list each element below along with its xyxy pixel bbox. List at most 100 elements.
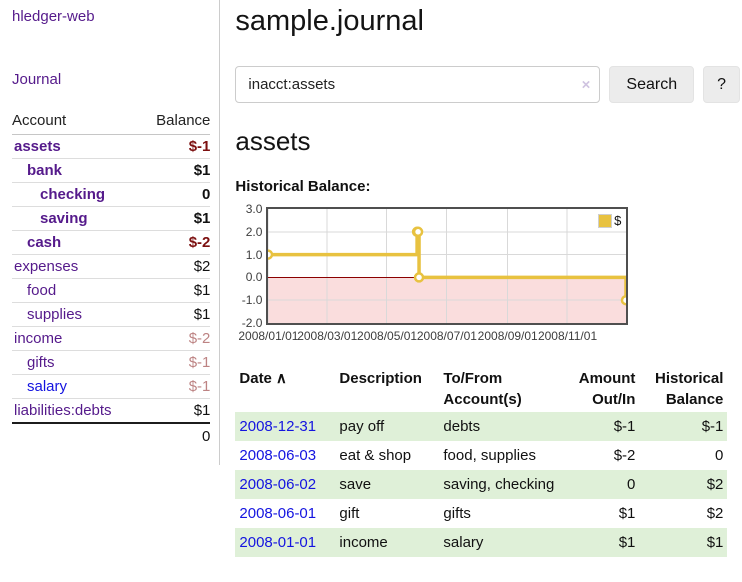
y-tick-label: 2.0 <box>245 224 263 239</box>
register-description: gift <box>339 505 360 522</box>
help-button[interactable]: ? <box>703 66 740 103</box>
register-date-link[interactable]: 2008-12-31 <box>239 418 317 435</box>
x-tick-label: 2008/03/01 <box>297 329 358 343</box>
register-description: income <box>339 534 388 551</box>
register-amount: 0 <box>627 476 636 493</box>
nav-journal-link[interactable]: Journal <box>12 71 62 88</box>
legend-swatch-icon <box>598 213 613 228</box>
y-tick-label: -2.0 <box>241 316 263 330</box>
clear-search-icon[interactable]: × <box>581 76 591 93</box>
account-link[interactable]: saving <box>40 210 88 227</box>
account-link[interactable]: salary <box>27 378 68 395</box>
chart-svg <box>268 209 627 323</box>
chart-legend: $ <box>598 213 621 228</box>
account-link[interactable]: liabilities:debts <box>14 402 112 419</box>
register-balance: $-1 <box>701 418 724 435</box>
account-link[interactable]: bank <box>27 162 63 179</box>
account-row: bank $1 <box>12 159 211 183</box>
x-tick-label: 2008/09/01 <box>477 329 538 343</box>
register-col-accounts: To/From Account(s) <box>443 370 522 408</box>
account-row: liabilities:debts $1 <box>12 399 210 424</box>
register-col-balance: Historical Balance <box>655 370 724 408</box>
register-date-link[interactable]: 2008-06-01 <box>239 505 317 522</box>
register-balance: $2 <box>706 505 724 522</box>
account-balance: $1 <box>193 210 211 227</box>
accounts-col-balance: Balance <box>140 109 211 135</box>
register-balance: $1 <box>706 534 724 551</box>
x-tick-label: 2008/01/01 <box>238 329 299 343</box>
account-title: assets <box>235 126 311 156</box>
register-date-link[interactable]: 2008-01-01 <box>239 534 317 551</box>
register-col-date[interactable]: Date ∧ <box>239 370 287 387</box>
account-link[interactable]: income <box>14 330 63 347</box>
account-row: saving $1 <box>12 207 211 231</box>
account-row: cash $-2 <box>12 231 211 255</box>
y-tick-label: 0.0 <box>245 270 263 285</box>
account-balance: $-2 <box>188 330 211 347</box>
account-balance: 0 <box>202 186 211 203</box>
register-col-description: Description <box>339 370 422 387</box>
register-accounts: debts <box>443 418 481 435</box>
brand-link[interactable]: hledger-web <box>12 8 95 25</box>
register-row: 2008-06-01 gift gifts $1 $2 <box>235 499 727 528</box>
account-link[interactable]: checking <box>40 186 106 203</box>
account-link[interactable]: assets <box>14 138 61 155</box>
accounts-table: Account Balance assets $-1 bank $1 checking 0… <box>12 109 211 449</box>
register-row: 2008-06-02 save saving, checking 0 $2 <box>235 470 728 499</box>
register-balance: 0 <box>715 447 724 464</box>
account-balance: $2 <box>193 258 211 275</box>
register-row: 2008-01-01 income salary $1 $1 <box>235 528 728 557</box>
account-link[interactable]: supplies <box>27 306 83 323</box>
register-description: save <box>339 476 372 493</box>
register-description: pay off <box>339 418 385 435</box>
account-balance: $-1 <box>188 378 211 395</box>
main-content: sample.journal × Search ? assets Histori… <box>220 0 742 557</box>
register-accounts: saving, checking <box>443 476 555 493</box>
search-form: × Search ? <box>235 66 740 103</box>
register-description: eat & shop <box>339 447 412 464</box>
register-amount: $-1 <box>613 418 636 435</box>
register-amount: $1 <box>618 534 636 551</box>
register-balance: $2 <box>706 476 724 493</box>
register-amount: $-2 <box>613 447 636 464</box>
register-table: Date ∧ Description To/From Account(s) Amou… <box>235 366 728 557</box>
register-row: 2008-12-31 pay off debts $-1 $-1 <box>235 412 728 441</box>
x-tick-label: 2008/07/01 <box>416 329 477 343</box>
register-col-amount: Amount Out/In <box>578 370 636 408</box>
account-link[interactable]: food <box>27 282 57 299</box>
x-tick-label: 2008/11/01 <box>537 329 598 343</box>
account-link[interactable]: gifts <box>27 354 55 371</box>
chart-title: Historical Balance: <box>235 178 371 195</box>
sort-ascending-icon: ∧ <box>275 370 287 387</box>
accounts-header-row: Account Balance <box>12 109 211 135</box>
y-tick-label: 1.0 <box>245 247 263 262</box>
account-row: food $1 <box>12 279 211 303</box>
register-accounts: gifts <box>443 505 471 522</box>
account-balance: $-1 <box>188 354 211 371</box>
register-date-link[interactable]: 2008-06-03 <box>239 447 317 464</box>
accounts-total-balance: 0 <box>140 422 211 449</box>
accounts-col-account: Account <box>12 109 141 135</box>
account-balance: $1 <box>193 162 211 179</box>
account-row: supplies $1 <box>12 303 211 327</box>
balance-chart: 3.0 2.0 1.0 0.0 -1.0 -2.0 $ 2008/01/01 2008/03… <box>235 203 740 346</box>
search-input[interactable] <box>235 66 601 103</box>
account-balance: $1 <box>193 282 211 299</box>
account-row: assets $-1 <box>12 135 211 159</box>
register-accounts: salary <box>443 534 484 551</box>
account-row: checking 0 <box>12 183 211 207</box>
account-link[interactable]: cash <box>27 234 62 251</box>
x-tick-label: 2008/05/01 <box>357 329 418 343</box>
account-link[interactable]: expenses <box>14 258 79 275</box>
account-balance: $-1 <box>188 138 211 155</box>
register-date-link[interactable]: 2008-06-02 <box>239 476 317 493</box>
account-balance: $-2 <box>188 234 211 251</box>
y-tick-label: -1.0 <box>241 293 263 308</box>
search-button[interactable]: Search <box>609 66 695 103</box>
chart-plot-area: $ <box>266 207 629 325</box>
page-title: sample.journal <box>235 5 424 37</box>
register-row: 2008-06-03 eat & shop food, supplies $-2 0 <box>235 441 727 470</box>
accounts-total-row: 0 <box>12 422 211 449</box>
search-input-wrap: × <box>235 66 601 103</box>
account-balance: $1 <box>193 306 211 323</box>
